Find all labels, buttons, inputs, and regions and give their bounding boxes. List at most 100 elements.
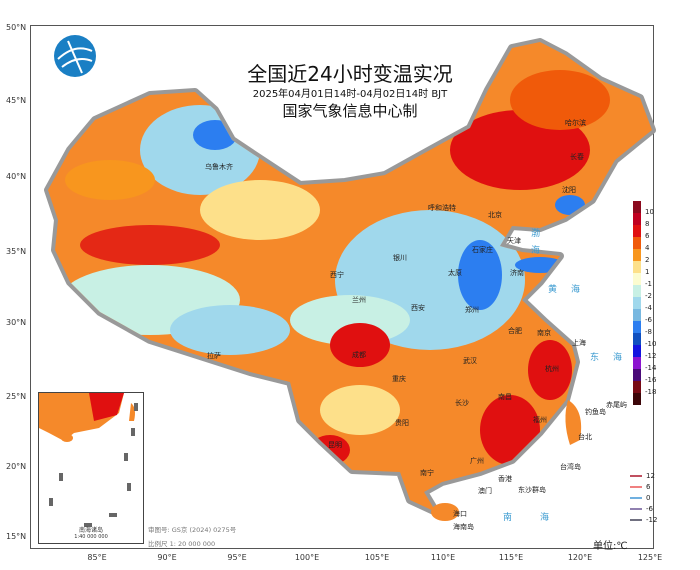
contour-legend-label: 6 bbox=[646, 482, 651, 491]
colorbar-segment bbox=[633, 285, 641, 297]
lon-label: 85°E bbox=[87, 553, 107, 562]
lat-label: 50°N bbox=[6, 23, 27, 32]
city-label: 银川 bbox=[393, 254, 407, 262]
lon-label: 110°E bbox=[430, 553, 456, 562]
city-label: 贵阳 bbox=[395, 419, 409, 427]
city-label: 福州 bbox=[533, 416, 547, 424]
colorbar-label: -16 bbox=[645, 376, 657, 384]
city-label: 杭州 bbox=[545, 365, 559, 373]
city-label: 钓鱼岛 bbox=[585, 408, 606, 416]
city-label: 石家庄 bbox=[472, 246, 493, 254]
contour-legend-item: -6 bbox=[630, 503, 657, 514]
city-label: 天津 bbox=[507, 237, 521, 245]
contour-legend-item: 12 bbox=[630, 470, 657, 481]
city-label: 海口 bbox=[453, 510, 467, 518]
contour-legend: 12 6 0 -6 -12 bbox=[630, 470, 657, 525]
colorbar-label: 10 bbox=[645, 208, 654, 216]
city-label: 成都 bbox=[352, 351, 366, 359]
city-label: 乌鲁木齐 bbox=[205, 163, 233, 171]
contour-line-swatch bbox=[630, 474, 642, 477]
city-label: 南京 bbox=[537, 329, 551, 337]
inset-title: 南海诸岛 bbox=[78, 527, 103, 534]
south-china-sea-inset: 南海诸岛 1:40 000 000 bbox=[38, 392, 144, 544]
lat-label: 15°N bbox=[6, 532, 27, 541]
city-label: 上海 bbox=[572, 339, 586, 347]
city-label: 南宁 bbox=[420, 469, 434, 477]
colorbar-label: -1 bbox=[645, 280, 652, 288]
lat-label: 25°N bbox=[6, 392, 27, 401]
city-label: 海南岛 bbox=[453, 523, 474, 531]
lon-label: 95°E bbox=[227, 553, 247, 562]
colorbar-label: -18 bbox=[645, 388, 657, 396]
lon-label: 105°E bbox=[364, 553, 390, 562]
colorbar-label: 6 bbox=[645, 232, 650, 240]
lat-label: 30°N bbox=[6, 318, 27, 327]
colorbar-segment bbox=[633, 237, 641, 249]
contour-line-swatch bbox=[630, 518, 642, 521]
colorbar-segment bbox=[633, 213, 641, 225]
city-label: 武汉 bbox=[463, 357, 477, 365]
city-label: 长沙 bbox=[455, 399, 469, 407]
colorbar-segment bbox=[633, 381, 641, 393]
colorbar-label: -12 bbox=[645, 352, 657, 360]
city-label: 台湾岛 bbox=[560, 463, 581, 471]
city-label: 沈阳 bbox=[562, 186, 576, 194]
colorbar-label: 1 bbox=[645, 268, 650, 276]
colorbar-label: -6 bbox=[645, 316, 652, 324]
lat-label: 40°N bbox=[6, 172, 27, 181]
colorbar-label: -10 bbox=[645, 340, 657, 348]
cma-logo-icon bbox=[54, 35, 96, 77]
contour-legend-label: 12 bbox=[646, 471, 655, 480]
city-label: 台北 bbox=[578, 433, 592, 441]
colorbar-segment bbox=[633, 345, 641, 357]
city-label: 赤尾屿 bbox=[606, 401, 627, 409]
city-label: 昆明 bbox=[328, 441, 342, 449]
colorbar-segment bbox=[633, 261, 641, 273]
city-label: 郑州 bbox=[465, 306, 479, 314]
city-label: 东沙群岛 bbox=[518, 486, 546, 494]
lon-label: 90°E bbox=[157, 553, 177, 562]
inset-scale: 1:40 000 000 bbox=[74, 534, 108, 540]
colorbar-label: -8 bbox=[645, 328, 652, 336]
sea-label: 渤海 bbox=[529, 228, 539, 262]
city-label: 澳门 bbox=[478, 487, 492, 495]
lon-label: 115°E bbox=[498, 553, 524, 562]
lon-label: 125°E bbox=[637, 553, 663, 562]
inset-map bbox=[39, 393, 138, 527]
colorbar-label: 2 bbox=[645, 256, 650, 264]
city-label: 南昌 bbox=[498, 393, 512, 401]
city-label: 合肥 bbox=[508, 327, 522, 335]
contour-legend-label: -6 bbox=[646, 504, 653, 513]
time-range: 2025年04月01日14时-04月02日14时 BJT bbox=[252, 89, 448, 100]
city-label: 济南 bbox=[510, 269, 524, 277]
map-approval-number: 审图号: GS京 (2024) 0275号 bbox=[148, 526, 237, 534]
colorbar-label: -2 bbox=[645, 292, 652, 300]
city-label: 哈尔滨 bbox=[565, 119, 586, 127]
colorbar-segment bbox=[633, 249, 641, 261]
colorbar-segment bbox=[633, 333, 641, 345]
map-title: 全国近24小时变温实况 bbox=[247, 62, 453, 86]
city-label: 长春 bbox=[570, 153, 584, 161]
colorbar-segment bbox=[633, 309, 641, 321]
colorbar-segment bbox=[633, 369, 641, 381]
city-label: 西安 bbox=[411, 304, 425, 312]
colorbar-segment bbox=[633, 357, 641, 369]
city-label: 呼和浩特 bbox=[428, 204, 456, 212]
colorbar-label: 4 bbox=[645, 244, 650, 252]
map-frame bbox=[30, 25, 654, 549]
sea-label: 黄海 bbox=[548, 285, 595, 295]
lon-label: 100°E bbox=[294, 553, 320, 562]
map-scale: 比例尺 1: 20 000 000 bbox=[148, 540, 216, 548]
colorbar-segment bbox=[633, 201, 641, 213]
colorbar-segment bbox=[633, 297, 641, 309]
sea-label: 东海 bbox=[590, 353, 637, 363]
contour-line-swatch bbox=[630, 507, 642, 510]
city-label: 广州 bbox=[470, 457, 484, 465]
contour-line-swatch bbox=[630, 496, 642, 499]
city-label: 兰州 bbox=[352, 296, 366, 304]
unit-label: 单位:℃ bbox=[593, 541, 628, 552]
colorbar-label: 8 bbox=[645, 220, 650, 228]
city-label: 北京 bbox=[488, 211, 502, 219]
contour-legend-item: -12 bbox=[630, 514, 657, 525]
